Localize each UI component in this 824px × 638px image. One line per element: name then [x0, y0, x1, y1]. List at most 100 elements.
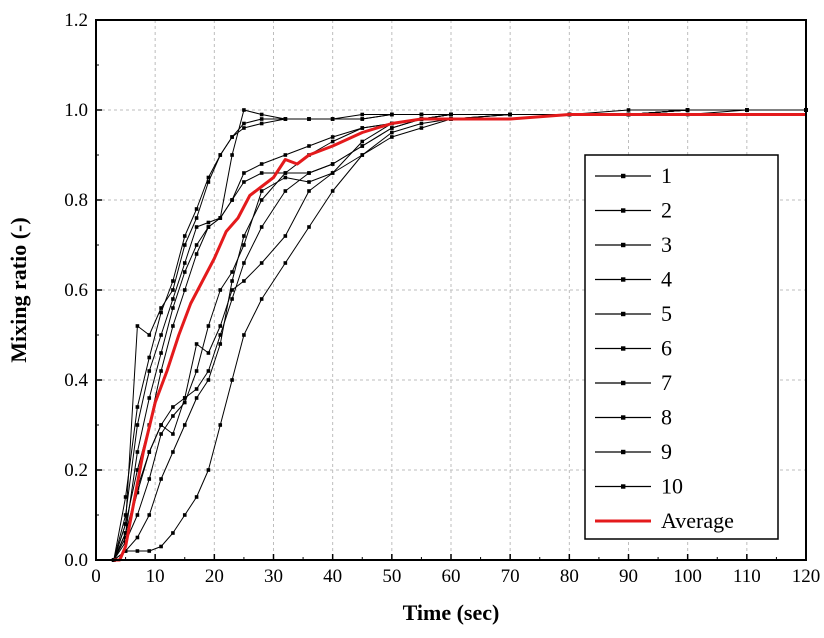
series-point-1 [242, 121, 246, 126]
series-point-5 [159, 477, 163, 481]
x-tick-label: 50 [382, 566, 401, 587]
series-point-5 [182, 423, 187, 427]
series-point-7 [259, 121, 264, 126]
series-point-2 [194, 225, 199, 229]
series-point-8 [171, 324, 175, 328]
series-point-7 [330, 117, 335, 121]
series-point-3 [182, 270, 187, 274]
series-point-7 [135, 324, 140, 328]
series-point-1 [147, 355, 152, 360]
series-point-4 [135, 549, 140, 553]
series-point-2 [360, 117, 365, 121]
series-point-5 [259, 198, 264, 202]
series-point-8 [218, 216, 223, 220]
series-point-4 [242, 333, 246, 337]
series-point-6 [171, 414, 175, 418]
series-point-6 [230, 270, 234, 274]
series-point-5 [360, 126, 365, 130]
series-point-8 [194, 252, 199, 256]
series-point-7 [626, 108, 631, 112]
series-point-1 [159, 310, 163, 315]
series-point-10 [206, 351, 211, 355]
series-point-9 [360, 144, 365, 148]
series-point-1 [206, 175, 211, 180]
series-point-7 [194, 216, 199, 220]
legend-label: 5 [661, 301, 672, 326]
series-line-average [113, 113, 806, 562]
series-point-10 [123, 535, 128, 540]
series-point-3 [259, 162, 264, 166]
series-point-7 [390, 112, 394, 117]
legend-marker [621, 242, 626, 248]
x-tick-label: 0 [91, 566, 101, 587]
y-tick-label: 0.6 [64, 280, 88, 301]
series-point-6 [194, 369, 199, 373]
legend-marker [621, 277, 626, 282]
series-point-8 [182, 288, 187, 292]
series-point-3 [159, 351, 163, 355]
series-point-10 [307, 189, 311, 193]
x-tick-label: 100 [673, 566, 702, 587]
series-point-7 [230, 135, 234, 139]
series-point-6 [135, 513, 140, 517]
series-point-4 [283, 261, 288, 265]
series-point-1 [182, 234, 187, 238]
x-tick-label: 40 [323, 566, 342, 587]
series-point-4 [307, 225, 311, 229]
series-point-3 [242, 171, 246, 175]
series-point-10 [745, 108, 749, 112]
series-point-10 [508, 112, 512, 117]
y-tick-label: 0.4 [64, 370, 88, 391]
series-point-5 [135, 535, 140, 540]
legend-marker [621, 415, 626, 420]
series-point-9 [171, 405, 175, 409]
legend-label: 9 [661, 439, 672, 464]
series-point-3 [330, 135, 335, 139]
x-tick-label: 120 [792, 566, 821, 587]
series-point-3 [307, 144, 311, 148]
series-point-8 [206, 225, 211, 229]
series-point-6 [307, 180, 311, 184]
series-point-2 [242, 108, 246, 112]
series-point-8 [259, 171, 264, 175]
legend: 1 2 3 4 5 6 7 8 9 10 Average [584, 154, 779, 540]
series-point-7 [307, 117, 311, 121]
series-point-10 [171, 432, 175, 436]
legend-marker [621, 173, 626, 179]
series-point-6 [360, 139, 365, 144]
legend-marker [621, 484, 626, 489]
x-tick-label: 110 [733, 566, 761, 587]
series-point-10 [230, 288, 234, 292]
x-tick-label: 90 [619, 566, 638, 587]
series-point-4 [171, 531, 175, 535]
series-point-4 [419, 121, 424, 126]
series-point-3 [194, 243, 199, 247]
series-point-10 [419, 126, 424, 130]
series-point-7 [147, 333, 152, 337]
series-point-7 [206, 180, 211, 184]
legend-marker [621, 208, 626, 213]
series-point-10 [135, 490, 140, 495]
series-point-10 [390, 135, 394, 139]
series-point-7 [360, 112, 365, 117]
series-point-4 [194, 495, 199, 499]
series-point-2 [147, 369, 152, 373]
series-point-6 [159, 432, 163, 436]
series-point-10 [360, 153, 365, 157]
series-point-8 [230, 198, 234, 202]
series-point-1 [171, 279, 175, 283]
series-point-1 [259, 117, 264, 121]
series-point-9 [242, 261, 246, 265]
series-layer [111, 108, 808, 562]
series-point-10 [147, 450, 152, 454]
series-point-5 [194, 396, 199, 400]
series-point-4 [182, 513, 187, 517]
legend-label: 8 [661, 405, 672, 430]
legend-marker [621, 346, 626, 351]
legend-marker [621, 449, 626, 455]
series-point-8 [123, 522, 128, 526]
series-point-9 [206, 369, 211, 373]
series-point-6 [182, 400, 187, 405]
series-point-4 [259, 297, 264, 301]
